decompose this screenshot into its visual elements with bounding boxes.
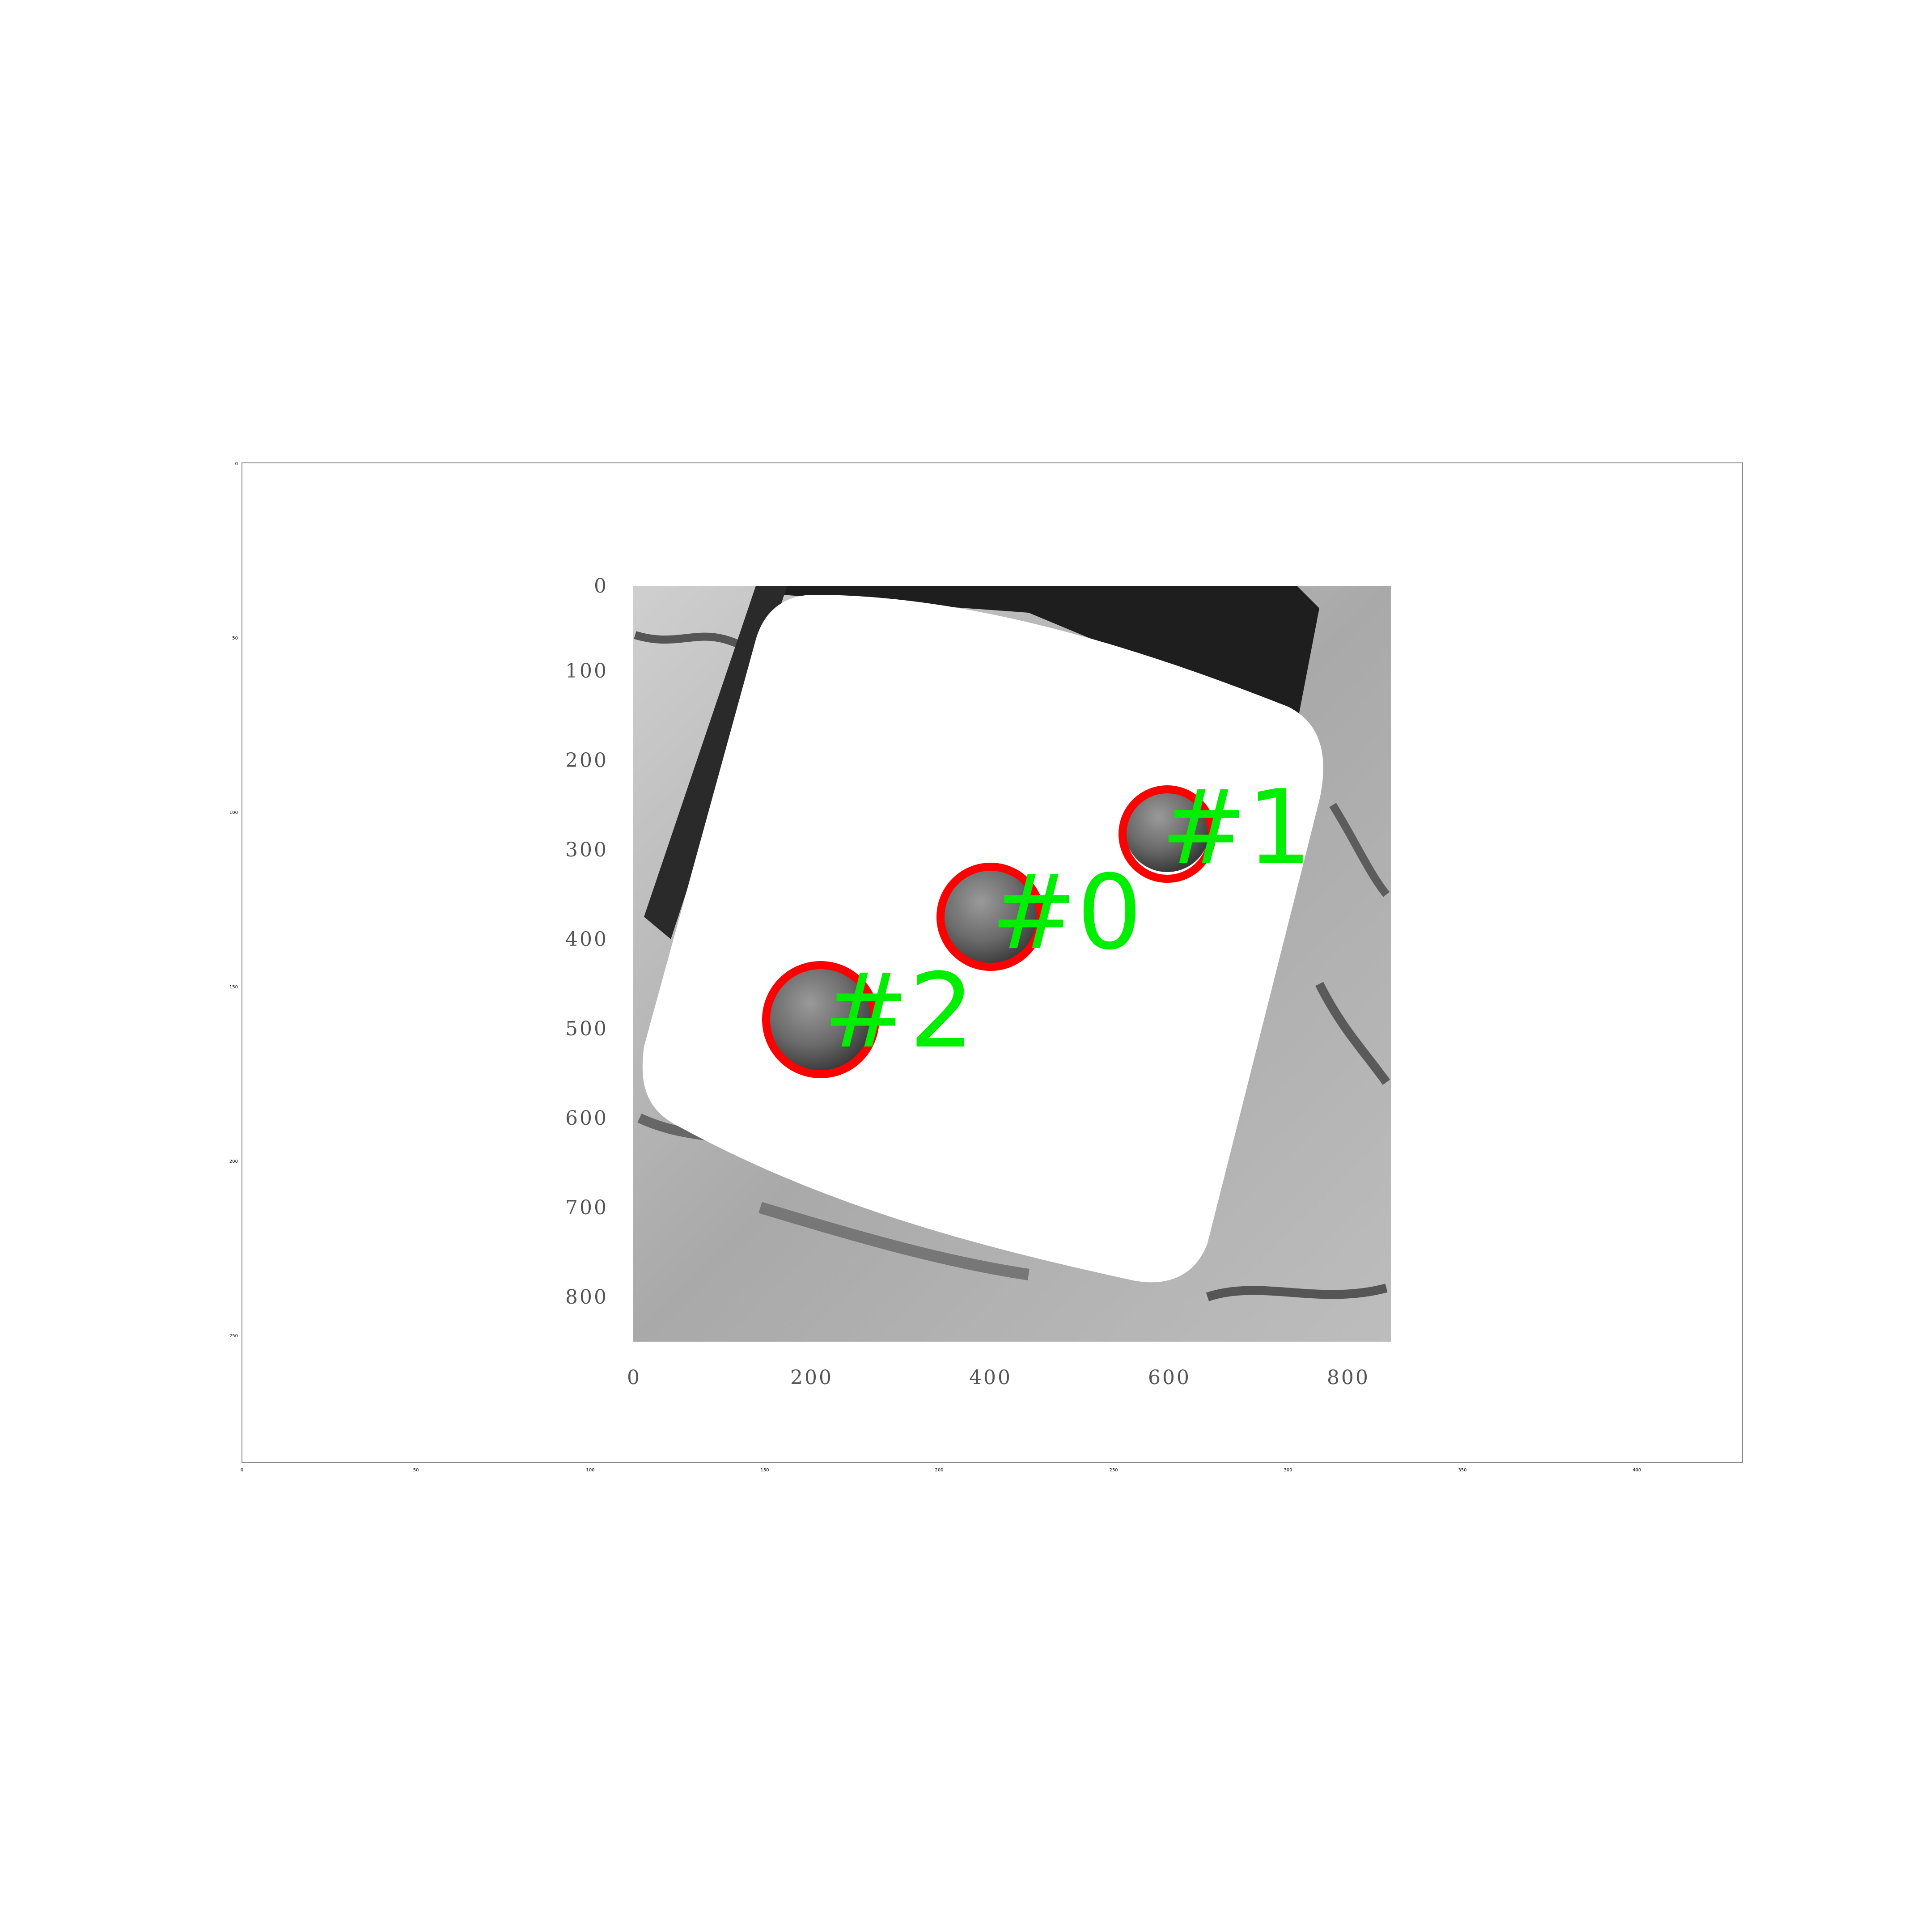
inner-tick-label: 0 [594, 575, 608, 597]
y-tick-label: 0 [235, 462, 238, 466]
x-tick-label: 200 [935, 1468, 943, 1473]
y-tick-label: 50 [232, 636, 238, 641]
y-tick-label: 250 [229, 1334, 238, 1339]
y-axis-ticks: 0 50 100 150 200 250 [229, 462, 238, 1339]
inner-bottom-ticks: 0 200 400 600 800 [627, 1366, 1370, 1389]
detection-label-2: #2 [823, 952, 974, 1071]
x-axis-ticks: 0 50 100 150 200 250 300 350 400 [241, 1468, 1641, 1473]
dark-stripe [758, 1202, 1030, 1280]
inner-tick-label: 400 [565, 928, 608, 951]
x-tick-label: 300 [1284, 1468, 1292, 1473]
detection-label-1: #1 [1161, 768, 1312, 888]
inner-tick-label: 200 [565, 749, 608, 772]
x-tick-label: 100 [586, 1468, 594, 1473]
detection-circle-2 [762, 961, 879, 1078]
inner-tick-label: 500 [565, 1017, 608, 1040]
dark-stripe [634, 631, 740, 648]
y-tick-label: 200 [229, 1159, 238, 1164]
inner-tick-label: 200 [790, 1366, 833, 1389]
inner-tick-label: 400 [969, 1366, 1012, 1389]
x-tick-label: 400 [1632, 1468, 1641, 1473]
ball [941, 867, 1041, 967]
x-tick-label: 350 [1458, 1468, 1466, 1473]
y-tick-label: 100 [229, 810, 238, 815]
y-tick-label: 150 [229, 985, 238, 990]
detection-circle-0 [936, 863, 1045, 971]
ball [1125, 787, 1210, 872]
detection-circle-1 [1119, 785, 1216, 883]
inner-tick-label: 600 [1148, 1366, 1191, 1389]
axes-frame [242, 462, 1743, 1463]
inner-tick-label: 800 [1327, 1366, 1370, 1389]
inner-tick-label: 300 [565, 839, 608, 861]
x-tick-label: 150 [760, 1468, 769, 1473]
inner-tick-label: 700 [565, 1196, 608, 1219]
x-tick-label: 0 [241, 1468, 243, 1473]
dark-stripe [1315, 982, 1390, 1085]
dark-stripe [1206, 1284, 1388, 1301]
dark-wedge [760, 586, 1319, 724]
inner-tick-label: 800 [565, 1286, 608, 1309]
detection-label-0: #0 [991, 853, 1142, 973]
inner-left-ticks: 0 100 200 300 400 500 600 700 800 [565, 575, 608, 1309]
x-tick-label: 50 [413, 1468, 419, 1473]
inner-tick-label: 100 [565, 660, 608, 682]
detection-circles [762, 785, 1216, 1078]
balls [767, 787, 1210, 1073]
inner-tick-label: 0 [627, 1366, 641, 1389]
ball [767, 966, 874, 1073]
x-tick-label: 250 [1109, 1468, 1118, 1473]
dark-stripe [1329, 803, 1390, 897]
inner-tick-label: 600 [565, 1107, 608, 1130]
